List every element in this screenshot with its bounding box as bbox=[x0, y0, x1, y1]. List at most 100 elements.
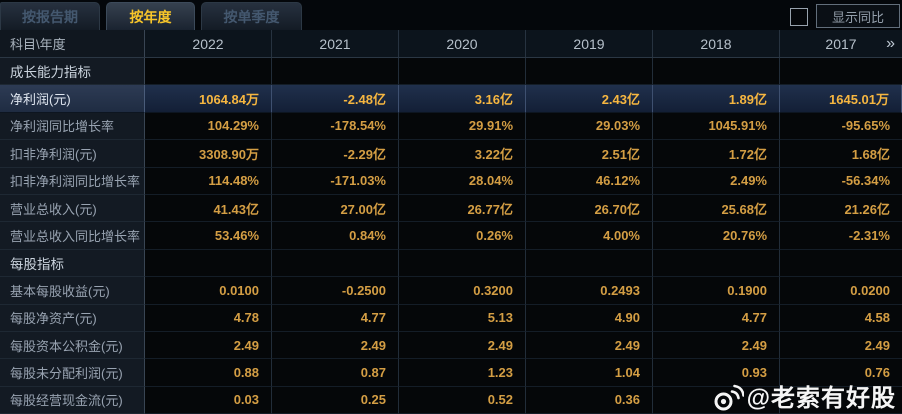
value-cell: 2.49 bbox=[780, 331, 902, 360]
value-cell: -95.65% bbox=[780, 112, 902, 141]
value-cell bbox=[272, 58, 399, 86]
section-header-row: 每股指标 bbox=[0, 249, 902, 278]
value-cell: 1.72亿 bbox=[653, 140, 780, 168]
tab-by-quarter[interactable]: 按单季度 bbox=[201, 2, 302, 30]
year-header-2020: 2020 bbox=[399, 30, 526, 57]
table-row[interactable]: 每股经营现金流(元) 0.03 0.25 0.52 0.36 bbox=[0, 386, 902, 414]
row-label: 成长能力指标 bbox=[0, 58, 145, 86]
table-row[interactable]: 扣非净利润(元) 3308.90万 -2.29亿 3.22亿 2.51亿 1.72亿 1.6… bbox=[0, 140, 902, 168]
table-row[interactable]: 每股净资产(元) 4.78 4.77 5.13 4.90 4.77 4.58 bbox=[0, 304, 902, 332]
value-cell: 41.43亿 bbox=[145, 194, 272, 223]
value-cell: 2.49 bbox=[272, 331, 399, 360]
value-cell bbox=[399, 249, 526, 278]
value-cell: 1.68亿 bbox=[780, 140, 902, 168]
value-cell: 1.89亿 bbox=[653, 85, 780, 113]
value-cell: 0.76 bbox=[780, 359, 902, 387]
value-cell: 0.2493 bbox=[526, 277, 653, 305]
value-cell: 4.00% bbox=[526, 222, 653, 250]
value-cell: 0.36 bbox=[526, 386, 653, 414]
table-row[interactable]: 扣非净利润同比增长率 114.48% -171.03% 28.04% 46.12% 2.4… bbox=[0, 167, 902, 195]
value-cell: 1.04 bbox=[526, 359, 653, 387]
row-label: 基本每股收益(元) bbox=[0, 277, 145, 305]
value-cell: 0.03 bbox=[145, 386, 272, 414]
row-label: 每股资本公积金(元) bbox=[0, 331, 145, 360]
row-label: 扣非净利润(元) bbox=[0, 140, 145, 168]
show-yoy-label[interactable]: 显示同比 bbox=[815, 4, 900, 28]
table-row[interactable]: 营业总收入(元) 41.43亿 27.00亿 26.77亿 26.70亿 25.68亿 21… bbox=[0, 194, 902, 223]
financial-table: 科目\年度 2022 2021 2020 2019 2018 2017» 成长能力指标 净利润(… bbox=[0, 30, 902, 414]
year-header-2019: 2019 bbox=[526, 30, 653, 57]
row-label: 营业总收入同比增长率 bbox=[0, 222, 145, 250]
value-cell: 1.23 bbox=[399, 359, 526, 387]
value-cell: 4.77 bbox=[272, 304, 399, 332]
row-label: 净利润(元) bbox=[0, 85, 145, 113]
value-cell: 0.52 bbox=[399, 386, 526, 414]
value-cell bbox=[780, 249, 902, 278]
year-header-2021: 2021 bbox=[272, 30, 399, 57]
value-cell: 4.90 bbox=[526, 304, 653, 332]
value-cell: 21.26亿 bbox=[780, 194, 902, 223]
period-tabbar: 按报告期 按年度 按单季度 显示同比 bbox=[0, 0, 902, 30]
value-cell: 104.29% bbox=[145, 112, 272, 141]
value-cell: 2.49 bbox=[526, 331, 653, 360]
year-header-2017: 2017» bbox=[825, 34, 895, 52]
value-cell: 0.25 bbox=[272, 386, 399, 414]
value-cell: 3.16亿 bbox=[399, 85, 526, 113]
value-cell: 2.51亿 bbox=[526, 140, 653, 168]
value-cell: 27.00亿 bbox=[272, 194, 399, 223]
table-row[interactable]: 基本每股收益(元) 0.0100 -0.2500 0.3200 0.2493 0.1900… bbox=[0, 277, 902, 305]
value-cell: 2.49 bbox=[653, 331, 780, 360]
table-row[interactable]: 净利润(元) 1064.84万 -2.48亿 3.16亿 2.43亿 1.89亿 1645.… bbox=[0, 85, 902, 113]
value-cell: -2.29亿 bbox=[272, 140, 399, 168]
table-header-row: 科目\年度 2022 2021 2020 2019 2018 2017» bbox=[0, 30, 902, 58]
value-cell: 2.49% bbox=[653, 167, 780, 195]
value-cell bbox=[526, 58, 653, 86]
value-cell bbox=[399, 58, 526, 86]
value-cell: 1064.84万 bbox=[145, 85, 272, 113]
value-cell: -0.2500 bbox=[272, 277, 399, 305]
value-cell: 28.04% bbox=[399, 167, 526, 195]
value-cell: 3308.90万 bbox=[145, 140, 272, 168]
row-label: 每股指标 bbox=[0, 249, 145, 278]
table-row[interactable]: 营业总收入同比增长率 53.46% 0.84% 0.26% 4.00% 20.76% -2.… bbox=[0, 222, 902, 250]
value-cell: 4.78 bbox=[145, 304, 272, 332]
year-header-2022: 2022 bbox=[145, 30, 272, 57]
value-cell: 0.3200 bbox=[399, 277, 526, 305]
table-row[interactable]: 净利润同比增长率 104.29% -178.54% 29.91% 29.03% 1045.… bbox=[0, 112, 902, 141]
value-cell: 114.48% bbox=[145, 167, 272, 195]
row-label: 每股经营现金流(元) bbox=[0, 386, 145, 414]
value-cell bbox=[653, 58, 780, 86]
value-cell: 26.77亿 bbox=[399, 194, 526, 223]
tab-by-report-period[interactable]: 按报告期 bbox=[0, 2, 100, 30]
value-cell: 29.91% bbox=[399, 112, 526, 141]
value-cell: 3.22亿 bbox=[399, 140, 526, 168]
value-cell bbox=[780, 58, 902, 86]
value-cell: 0.87 bbox=[272, 359, 399, 387]
value-cell: 4.58 bbox=[780, 304, 902, 332]
section-header-row: 成长能力指标 bbox=[0, 58, 902, 86]
tab-by-year[interactable]: 按年度 bbox=[106, 2, 195, 30]
value-cell bbox=[653, 386, 780, 414]
value-cell: 2.49 bbox=[399, 331, 526, 360]
value-cell: 4.77 bbox=[653, 304, 780, 332]
value-cell bbox=[526, 249, 653, 278]
value-cell: 0.84% bbox=[272, 222, 399, 250]
value-cell bbox=[780, 386, 902, 414]
row-label: 净利润同比增长率 bbox=[0, 112, 145, 141]
more-years-icon[interactable]: » bbox=[886, 34, 895, 52]
value-cell: 46.12% bbox=[526, 167, 653, 195]
table-row[interactable]: 每股资本公积金(元) 2.49 2.49 2.49 2.49 2.49 2.49 bbox=[0, 331, 902, 360]
value-cell: 25.68亿 bbox=[653, 194, 780, 223]
show-yoy-checkbox[interactable] bbox=[789, 8, 808, 26]
value-cell: -2.48亿 bbox=[272, 85, 399, 113]
value-cell: 2.43亿 bbox=[526, 85, 653, 113]
value-cell: 1645.01万 bbox=[780, 85, 902, 113]
value-cell: 0.26% bbox=[399, 222, 526, 250]
value-cell: 0.1900 bbox=[653, 277, 780, 305]
value-cell: -178.54% bbox=[272, 112, 399, 141]
value-cell: -2.31% bbox=[780, 222, 902, 250]
value-cell: 1045.91% bbox=[653, 112, 780, 141]
table-row[interactable]: 每股未分配利润(元) 0.88 0.87 1.23 1.04 0.93 0.76 bbox=[0, 359, 902, 387]
value-cell bbox=[272, 249, 399, 278]
